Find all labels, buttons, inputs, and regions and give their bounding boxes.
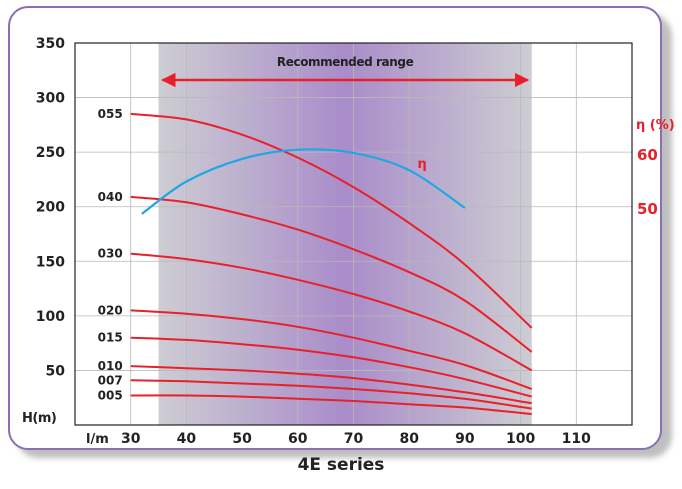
y-tick-label: 250 — [36, 145, 65, 161]
y-axis-label: H(m) — [22, 411, 56, 426]
x-tick-label: 30 — [121, 431, 141, 447]
recommended-range-label: Recommended range — [277, 55, 414, 69]
y-tick-label: 50 — [46, 363, 66, 379]
curve-005 — [130, 394, 532, 416]
x-tick-label: 70 — [344, 431, 364, 447]
y-tick-label: 100 — [36, 309, 65, 325]
y-tick-label: 300 — [36, 91, 65, 107]
curve-010 — [130, 365, 532, 405]
x-axis-label: l/m — [86, 432, 109, 447]
x-tick-label: 90 — [455, 431, 475, 447]
curve-040 — [130, 195, 533, 353]
curve-label-055: 055 — [98, 107, 123, 121]
x-tick-label: 110 — [562, 431, 591, 447]
x-tick-label: 40 — [177, 431, 197, 447]
x-tick-label: 50 — [232, 431, 252, 447]
curve-label-030: 030 — [98, 247, 123, 261]
efficiency-curve-label: η — [418, 157, 427, 172]
curve-label-040: 040 — [98, 190, 123, 204]
efficiency-tick-label: 50 — [637, 200, 658, 218]
recommended-range-band — [158, 43, 532, 425]
curve-030 — [130, 252, 533, 372]
curve-label-005: 005 — [98, 389, 123, 403]
chart-caption: 4E series — [297, 455, 385, 475]
y-tick-label: 200 — [36, 200, 65, 216]
curve-007 — [130, 379, 532, 410]
curve-label-010: 010 — [98, 359, 123, 373]
x-tick-label: 80 — [399, 431, 419, 447]
curve-label-020: 020 — [98, 303, 123, 317]
x-tick-label: 60 — [288, 431, 308, 447]
y-tick-label: 150 — [36, 254, 65, 270]
curve-015 — [130, 336, 532, 398]
curve-020 — [130, 309, 533, 390]
y-tick-label: 350 — [36, 36, 65, 52]
plot-border — [74, 42, 633, 426]
x-tick-label: 100 — [506, 431, 535, 447]
efficiency-axis-label: η (%) — [636, 118, 675, 133]
curve-label-015: 015 — [98, 331, 123, 345]
curve-label-007: 007 — [98, 373, 123, 387]
curve-055 — [130, 112, 533, 329]
efficiency-tick-label: 60 — [637, 146, 658, 164]
efficiency-curve — [141, 148, 466, 215]
